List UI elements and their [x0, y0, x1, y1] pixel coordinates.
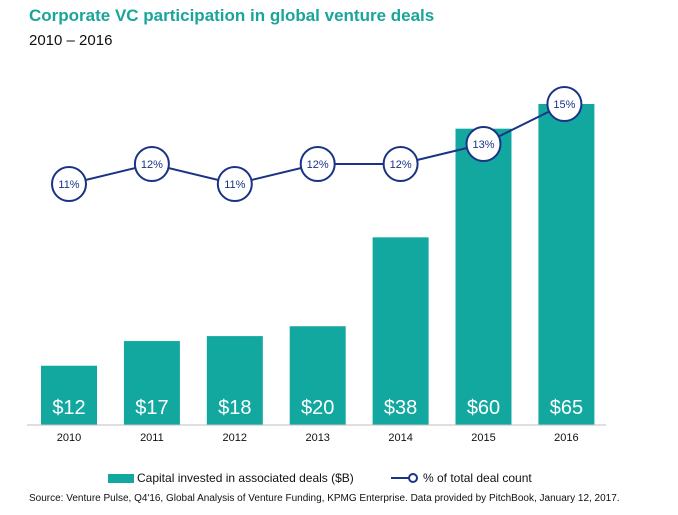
legend-item-capital: Capital invested in associated deals ($B…: [108, 471, 354, 485]
bar-value-label: $65: [550, 397, 583, 419]
bar: [206, 336, 263, 425]
bar: [123, 341, 180, 425]
legend-bar-swatch: [108, 473, 134, 483]
line-point-label: 12%: [141, 159, 163, 171]
bar: [41, 365, 97, 425]
legend-line-marker: [391, 473, 418, 483]
line-point-label: 15%: [553, 99, 575, 111]
line-point-label: 12%: [390, 159, 412, 171]
line-point-marker: [216, 166, 253, 202]
x-tick-label: 2013: [305, 432, 329, 444]
x-tick-label: 2011: [140, 432, 164, 444]
bar-value-label: $38: [384, 397, 417, 419]
bar: [455, 128, 512, 425]
chart-subtitle: 2010 – 2016: [29, 32, 113, 49]
x-tick-label: 2014: [388, 432, 412, 444]
source-note: Source: Venture Pulse, Q4'16, Global Ana…: [29, 493, 620, 504]
line-point-marker: [382, 146, 419, 182]
bar: [538, 104, 595, 425]
line-point-marker: [299, 146, 336, 182]
line-point-label: 11%: [58, 179, 79, 191]
bar: [372, 237, 429, 425]
x-tick-label: 2012: [223, 432, 247, 444]
line-point-marker: [465, 126, 502, 162]
x-tick-label: 2015: [471, 432, 495, 444]
bar-value-label: $18: [218, 397, 251, 419]
line-point-label: 11%: [224, 179, 245, 191]
bar-value-label: $17: [135, 397, 168, 419]
bar-value-label: $20: [301, 397, 334, 419]
bar-value-label: $12: [52, 397, 85, 419]
line-point-label: 13%: [472, 139, 494, 151]
legend-label-capital: Capital invested in associated deals ($B…: [137, 471, 354, 485]
legend-item-deal-count: % of total deal count: [391, 471, 532, 485]
bar: [289, 326, 346, 425]
x-tick-label: 2016: [554, 432, 578, 444]
x-tick-label: 2010: [57, 432, 81, 444]
legend-label-deal-count: % of total deal count: [423, 471, 532, 485]
chart-title: Corporate VC participation in global ven…: [29, 6, 435, 25]
line-point-marker: [51, 166, 87, 202]
line-point-marker: [546, 86, 583, 122]
bar-value-label: $60: [467, 397, 500, 419]
line-point-marker: [133, 146, 170, 182]
line-point-label: 12%: [307, 159, 329, 171]
